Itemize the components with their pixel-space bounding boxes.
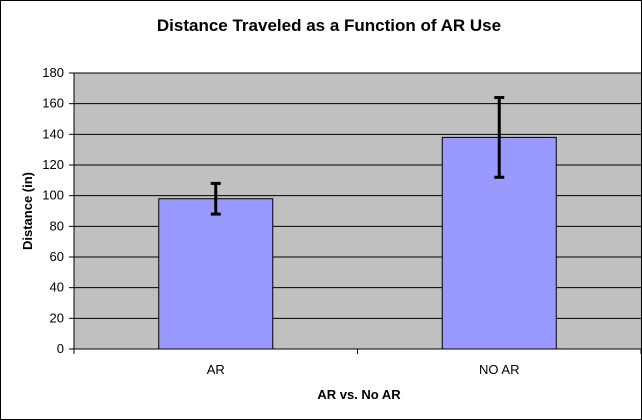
y-tick-label: 40 <box>50 280 64 295</box>
y-axis-label: Distance (in) <box>20 172 35 250</box>
y-tick-label: 20 <box>50 310 64 325</box>
y-tick-label: 60 <box>50 249 64 264</box>
y-tick-label: 140 <box>42 126 64 141</box>
y-tick-label: 100 <box>42 188 64 203</box>
y-tick-label: 180 <box>42 65 64 80</box>
x-axis-label: AR vs. No AR <box>317 387 401 402</box>
x-tick-label: NO AR <box>479 362 519 377</box>
y-tick-label: 160 <box>42 96 64 111</box>
y-tick-label: 0 <box>57 341 64 356</box>
y-tick-label: 120 <box>42 157 64 172</box>
y-tick-label: 80 <box>50 218 64 233</box>
bar-ar <box>158 198 274 350</box>
x-tick-label: AR <box>207 362 225 377</box>
chart-title: Distance Traveled as a Function of AR Us… <box>157 16 501 35</box>
axes: 0 20 40 60 80 100 120 140 160 180 AR NO AR <box>42 65 641 377</box>
bars <box>158 96 557 350</box>
